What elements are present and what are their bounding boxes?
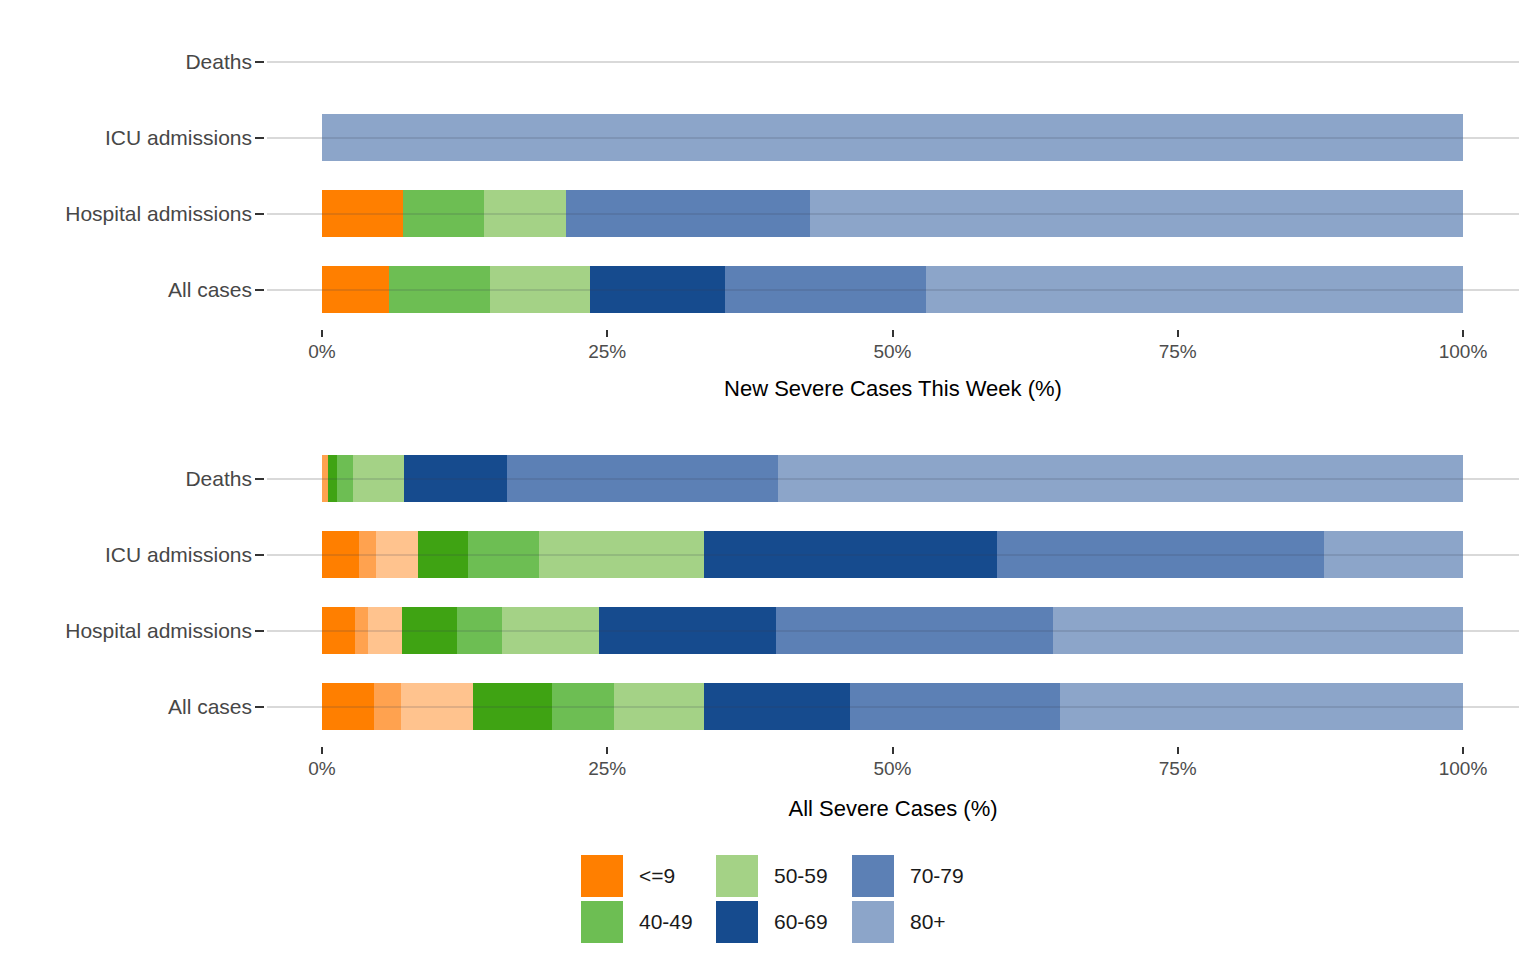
x-axis-tick-label: 100%: [1403, 341, 1523, 363]
category-label: All cases: [0, 693, 252, 721]
x-axis-tick: [892, 330, 894, 337]
legend-swatch-70-79: [852, 855, 894, 897]
category-label: Deaths: [0, 465, 252, 493]
x-axis-tick: [606, 330, 608, 337]
gridline-overlay: [322, 213, 1463, 215]
y-axis-tick: [255, 61, 264, 63]
legend-swatch-40-49: [581, 901, 623, 943]
x-axis-tick-label: 50%: [833, 758, 953, 780]
gridline: [267, 61, 1519, 63]
legend-label: 40-49: [639, 909, 693, 935]
x-axis-tick-label: 75%: [1118, 341, 1238, 363]
legend-label: 70-79: [910, 863, 964, 889]
x-axis-tick: [892, 747, 894, 754]
category-label: Hospital admissions: [0, 200, 252, 228]
legend-label: 50-59: [774, 863, 828, 889]
legend-swatch-80+: [852, 901, 894, 943]
x-axis-tick-label: 75%: [1118, 758, 1238, 780]
x-axis-tick: [606, 747, 608, 754]
gridline-overlay: [322, 630, 1463, 632]
category-label: All cases: [0, 276, 252, 304]
gridline-overlay: [322, 137, 1463, 139]
y-axis-tick: [255, 630, 264, 632]
gridline-overlay: [322, 478, 1463, 480]
legend-swatch-<=9: [581, 855, 623, 897]
severe-cases-by-age-figure: New Severe Cases This Week (%) All Sever…: [0, 0, 1536, 960]
legend-label: <=9: [639, 863, 675, 889]
x-axis-tick-label: 25%: [547, 758, 667, 780]
x-axis-tick: [321, 747, 323, 754]
legend-swatch-60-69: [716, 901, 758, 943]
category-label: ICU admissions: [0, 541, 252, 569]
x-axis-tick: [321, 330, 323, 337]
y-axis-tick: [255, 478, 264, 480]
category-label: ICU admissions: [0, 124, 252, 152]
legend-swatch-50-59: [716, 855, 758, 897]
y-axis-tick: [255, 289, 264, 291]
y-axis-tick: [255, 554, 264, 556]
x-axis-tick-label: 0%: [262, 341, 382, 363]
gridline-overlay: [322, 554, 1463, 556]
x-axis-tick-label: 25%: [547, 341, 667, 363]
x-axis-tick: [1177, 747, 1179, 754]
gridline-overlay: [322, 706, 1463, 708]
x-axis-title-bottom-chart: All Severe Cases (%): [533, 796, 1253, 822]
y-axis-tick: [255, 706, 264, 708]
x-axis-tick-label: 100%: [1403, 758, 1523, 780]
category-label: Deaths: [0, 48, 252, 76]
y-axis-tick: [255, 213, 264, 215]
category-label: Hospital admissions: [0, 617, 252, 645]
x-axis-tick: [1462, 747, 1464, 754]
x-axis-tick-label: 50%: [833, 341, 953, 363]
y-axis-tick: [255, 137, 264, 139]
gridline-overlay: [322, 289, 1463, 291]
x-axis-tick: [1462, 330, 1464, 337]
legend-label: 80+: [910, 909, 946, 935]
x-axis-tick: [1177, 330, 1179, 337]
x-axis-title-top-chart: New Severe Cases This Week (%): [533, 376, 1253, 402]
x-axis-tick-label: 0%: [262, 758, 382, 780]
legend-label: 60-69: [774, 909, 828, 935]
